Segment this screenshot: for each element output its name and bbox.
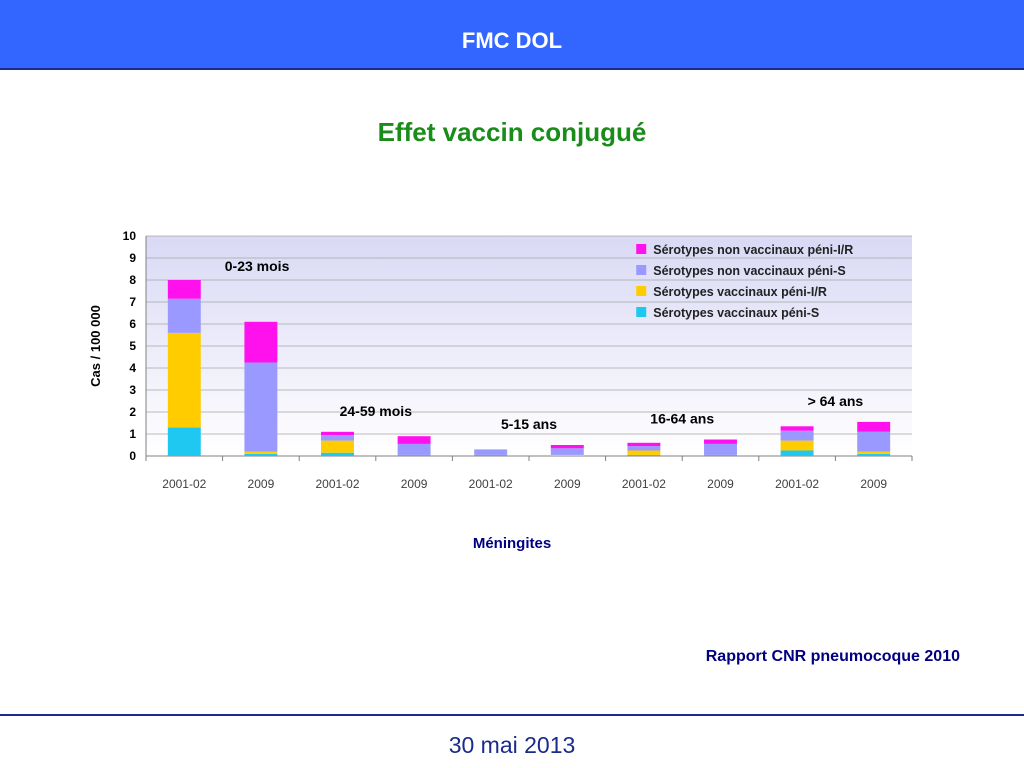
- bar-segment: [627, 446, 661, 451]
- legend-swatch: [636, 286, 647, 296]
- chart: 0 1 2 3 4 5 6 7 8 9 10 Cas / 100 000 2001-02 2009 2001…: [88, 222, 928, 504]
- bar-segment: [321, 431, 354, 436]
- legend-entry: Sérotypes non vaccinaux péni-I/R: [653, 243, 853, 257]
- footer-date: 30 mai 2013: [448, 732, 576, 758]
- y-tick-label: 7: [129, 295, 136, 309]
- bar-segment: [397, 443, 431, 455]
- bar-segment: [244, 321, 278, 363]
- y-tick-label: 9: [129, 251, 136, 265]
- y-tick-label: 1: [129, 427, 136, 441]
- y-tick-label: 2: [129, 405, 136, 419]
- bar-segment: [474, 449, 508, 455]
- x-tick-label: 2009: [248, 477, 275, 491]
- bar-segment: [857, 431, 891, 452]
- group-label: > 64 ans: [808, 393, 864, 409]
- bar-segment: [704, 454, 737, 456]
- bar-segment: [857, 451, 891, 454]
- group-label: 16-64 ans: [650, 411, 714, 427]
- bar-segment: [780, 450, 814, 456]
- y-tick-label: 6: [129, 317, 136, 331]
- x-tick-label: 2009: [707, 477, 734, 491]
- bar-segment: [550, 448, 584, 455]
- x-tick-label: 2001-02: [315, 477, 359, 491]
- group-label: 5-15 ans: [501, 416, 557, 432]
- bar-segment: [397, 454, 431, 456]
- source-note: Rapport CNR pneumocoque 2010: [705, 648, 960, 665]
- bar-segment: [167, 298, 201, 333]
- legend-swatch: [636, 307, 647, 317]
- x-tick-label: 2001-02: [469, 477, 513, 491]
- footer-divider: [0, 714, 1024, 716]
- bar-segment: [780, 440, 814, 451]
- y-tick-label: 10: [123, 229, 137, 243]
- y-tick-label: 3: [129, 383, 136, 397]
- x-tick-label: 2009: [401, 477, 428, 491]
- bar-segment: [244, 451, 278, 454]
- group-label: 24-59 mois: [340, 403, 413, 419]
- header-title: FMC DOL: [461, 28, 563, 53]
- legend-swatch: [636, 244, 647, 254]
- group-label: 0-23 mois: [225, 258, 290, 274]
- legend-swatch: [636, 265, 647, 275]
- x-tick-label: 2001-02: [622, 477, 666, 491]
- bar-segment: [474, 454, 508, 456]
- bar-segment: [704, 439, 737, 444]
- bar-segment: [167, 427, 201, 456]
- chart-svg: 0 1 2 3 4 5 6 7 8 9 10 Cas / 100 000 2001-02 2009 2001…: [88, 229, 913, 491]
- bar-segment: [244, 362, 278, 452]
- bar-segment: [780, 426, 814, 431]
- x-tick-label: 2001-02: [162, 477, 206, 491]
- bar-segment: [244, 453, 278, 456]
- bar-segment: [780, 430, 814, 441]
- legend-entry: Sérotypes vaccinaux péni-S: [653, 306, 819, 320]
- bar-segment: [704, 443, 737, 455]
- bar-segment: [397, 436, 431, 444]
- header-bar: FMC DOL: [0, 0, 1024, 70]
- bar-segment: [627, 442, 661, 447]
- bar-segment: [167, 332, 201, 428]
- x-tick-label: 2009: [860, 477, 887, 491]
- y-tick-label: 5: [129, 339, 136, 353]
- y-tick-label: 4: [129, 361, 136, 375]
- chart-caption: Méningites: [472, 535, 552, 552]
- bar-segment: [857, 453, 891, 456]
- bar-segment: [627, 454, 661, 456]
- y-tick-label: 8: [129, 273, 136, 287]
- x-tick-label: 2001-02: [775, 477, 819, 491]
- bar-segment: [321, 440, 354, 453]
- bar-segment: [627, 450, 661, 455]
- bar-segment: [857, 421, 891, 432]
- legend-entry: Sérotypes vaccinaux péni-I/R: [653, 285, 827, 299]
- slide-title: Effet vaccin conjugué: [377, 117, 647, 147]
- legend-entry: Sérotypes non vaccinaux péni-S: [653, 264, 845, 278]
- bar-segment: [550, 445, 584, 449]
- x-tick-label: 2009: [554, 477, 581, 491]
- bar-segment: [321, 452, 354, 456]
- y-axis-label: Cas / 100 000: [88, 305, 103, 387]
- bar-segment: [167, 280, 201, 299]
- y-tick-label: 0: [129, 449, 136, 463]
- bar-segment: [550, 454, 584, 456]
- bar-segment: [321, 435, 354, 441]
